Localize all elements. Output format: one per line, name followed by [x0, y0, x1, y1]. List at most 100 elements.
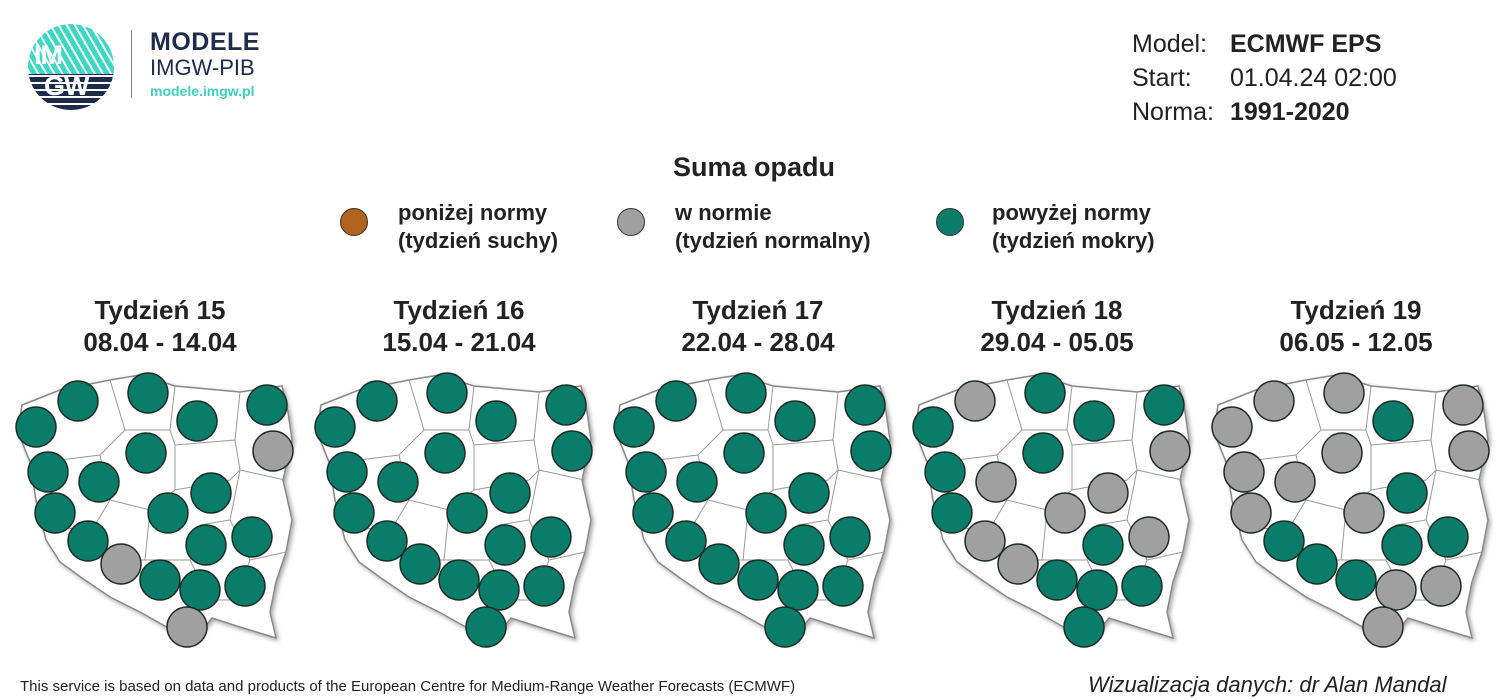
station-marker-above: [484, 524, 526, 566]
station-marker-above: [147, 492, 189, 534]
station-marker-above: [745, 492, 787, 534]
map-week: [613, 372, 892, 648]
station-marker-above: [632, 492, 674, 534]
station-marker-above: [426, 372, 468, 414]
week-range: 15.04 - 21.04: [382, 327, 536, 357]
station-marker-above: [764, 606, 806, 648]
station-marker-above: [127, 372, 169, 414]
meta-norm: Norma: 1991-2020: [1132, 98, 1350, 127]
station-marker-above: [551, 430, 593, 472]
station-marker-above: [1372, 400, 1414, 442]
legend-label-normal: w normie (tydzień normalny): [675, 200, 871, 253]
station-marker-above: [176, 400, 218, 442]
station-marker-above: [190, 472, 232, 514]
brand-url: modele.imgw.pl: [150, 83, 255, 99]
region-border: [145, 469, 241, 561]
region-border: [743, 469, 839, 561]
logo-mark-top: IM: [34, 40, 63, 70]
station-marker-normal: [997, 543, 1039, 585]
week-range: 08.04 - 14.04: [83, 327, 237, 357]
station-marker-above: [1427, 516, 1469, 558]
station-marker-above: [1024, 372, 1066, 414]
station-marker-normal: [975, 461, 1017, 503]
station-marker-normal: [1253, 380, 1295, 422]
chart-title: Suma opadu: [672, 152, 835, 182]
station-marker-above: [475, 400, 517, 442]
station-marker-above: [1381, 524, 1423, 566]
region-border: [1255, 379, 1322, 461]
station-marker-above: [399, 543, 441, 585]
logo-mark-bottom: GW: [44, 71, 89, 101]
station-marker-above: [723, 432, 765, 474]
station-marker-above: [1296, 543, 1338, 585]
station-marker-above: [665, 520, 707, 562]
imgw-logo: IM GW: [28, 24, 114, 110]
station-marker-above: [822, 565, 864, 607]
week-header: Tydzień 18 29.04 - 05.05: [907, 294, 1207, 358]
map-week: [912, 372, 1191, 648]
station-marker-above: [774, 400, 816, 442]
region-border: [1066, 391, 1138, 446]
station-marker-normal: [1087, 472, 1129, 514]
station-marker-above: [625, 451, 667, 493]
station-marker-above: [777, 569, 819, 611]
station-marker-above: [27, 451, 69, 493]
week-title: Tydzień 18: [991, 295, 1123, 325]
region-border: [59, 379, 126, 461]
station-marker-above: [333, 492, 375, 534]
brand-title: MODELE: [150, 28, 260, 56]
station-marker-above: [844, 384, 886, 426]
station-marker-above: [1076, 569, 1118, 611]
legend-dot-normal: [617, 208, 645, 236]
station-marker-normal: [252, 430, 294, 472]
map-week: [314, 372, 593, 648]
station-marker-normal: [1149, 430, 1191, 472]
station-marker-above: [446, 492, 488, 534]
station-marker-above: [438, 559, 480, 601]
station-marker-normal: [1211, 406, 1253, 448]
station-marker-above: [465, 606, 507, 648]
station-marker-normal: [1448, 430, 1490, 472]
map-week: [1211, 372, 1490, 648]
week-title: Tydzień 17: [692, 295, 824, 325]
legend-label-above: powyżej normy (tydzień mokry): [992, 200, 1155, 253]
model-value: ECMWF EPS: [1230, 30, 1382, 58]
week-header: Tydzień 15 08.04 - 14.04: [10, 294, 310, 358]
station-marker-above: [478, 569, 520, 611]
meta-model: Model: ECMWF EPS: [1132, 30, 1381, 59]
station-marker-above: [366, 520, 408, 562]
station-marker-normal: [1362, 606, 1404, 648]
station-marker-above: [676, 461, 718, 503]
station-marker-above: [737, 559, 779, 601]
brand-subtitle: IMGW-PIB: [150, 55, 255, 80]
station-marker-normal: [1128, 516, 1170, 558]
week-range: 22.04 - 28.04: [681, 327, 835, 357]
station-marker-above: [613, 406, 655, 448]
logo-divider: [131, 30, 132, 98]
legend-dot-below: [340, 208, 368, 236]
norm-value: 1991-2020: [1230, 98, 1350, 126]
station-marker-above: [1263, 520, 1305, 562]
station-marker-above: [725, 372, 767, 414]
region-border: [767, 391, 839, 446]
station-marker-above: [783, 524, 825, 566]
station-marker-normal: [1223, 451, 1265, 493]
station-marker-normal: [1442, 384, 1484, 426]
station-marker-above: [1036, 559, 1078, 601]
region-border: [358, 379, 425, 461]
station-marker-normal: [100, 543, 142, 585]
station-marker-above: [850, 430, 892, 472]
station-marker-normal: [1230, 492, 1272, 534]
region-border: [1365, 391, 1437, 446]
station-marker-normal: [1343, 492, 1385, 534]
station-marker-above: [314, 406, 356, 448]
week-header: Tydzień 16 15.04 - 21.04: [309, 294, 609, 358]
station-marker-normal: [964, 520, 1006, 562]
station-marker-above: [424, 432, 466, 474]
station-marker-above: [545, 384, 587, 426]
region-border: [956, 379, 1023, 461]
week-header: Tydzień 17 22.04 - 28.04: [608, 294, 908, 358]
station-marker-above: [655, 380, 697, 422]
station-marker-normal: [1044, 492, 1086, 534]
